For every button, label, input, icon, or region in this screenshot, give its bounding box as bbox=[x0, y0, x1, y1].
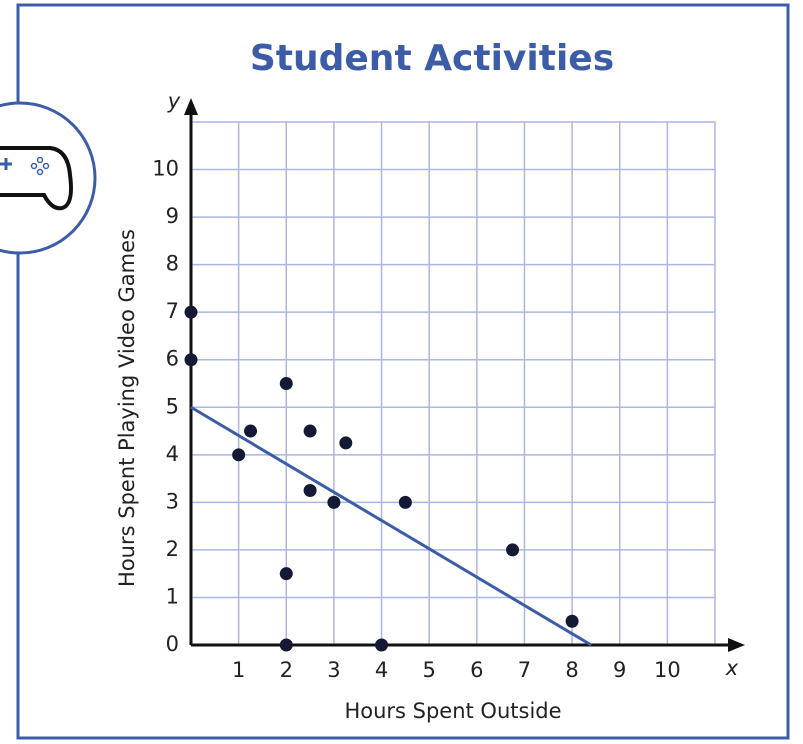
y-tick-label: 3 bbox=[166, 489, 179, 513]
point bbox=[244, 424, 258, 438]
y-tick-label: 1 bbox=[166, 584, 179, 608]
point bbox=[279, 377, 293, 390]
y-axis-label: Hours Spent Playing Video Games bbox=[115, 229, 139, 587]
point bbox=[279, 567, 293, 581]
point bbox=[398, 495, 412, 509]
y-tick-label: 9 bbox=[166, 204, 179, 228]
y-tick-label: 0 bbox=[166, 632, 179, 656]
point bbox=[279, 638, 293, 652]
y-tick-label: 8 bbox=[166, 252, 179, 276]
point bbox=[339, 436, 353, 450]
x-tick-label: 1 bbox=[232, 658, 245, 682]
x-axis-label: Hours Spent Outside bbox=[344, 699, 561, 723]
point bbox=[327, 495, 341, 509]
chart-title: Student Activities bbox=[250, 38, 614, 79]
y-tick-label: 2 bbox=[166, 537, 179, 561]
x-tick-label: 5 bbox=[422, 658, 435, 682]
x-arrow bbox=[728, 638, 745, 652]
point bbox=[506, 543, 520, 557]
point bbox=[232, 448, 246, 462]
x-tick-label: 10 bbox=[654, 658, 681, 682]
x-tick-label: 8 bbox=[565, 658, 578, 682]
point bbox=[565, 614, 579, 628]
controller-icon bbox=[0, 101, 97, 255]
y-axis-letter: y bbox=[167, 89, 181, 113]
y-arrow bbox=[184, 98, 198, 115]
x-tick-label: 9 bbox=[613, 658, 626, 682]
x-tick-label: 3 bbox=[327, 658, 340, 682]
x-tick-label: 4 bbox=[375, 658, 388, 682]
point bbox=[303, 424, 317, 438]
y-tick-label: 7 bbox=[166, 299, 179, 323]
x-axis-letter: x bbox=[725, 656, 739, 680]
x-tick-label: 7 bbox=[518, 658, 531, 682]
point bbox=[184, 305, 198, 319]
x-tick-label: 6 bbox=[470, 658, 483, 682]
plot-frame bbox=[190, 121, 716, 646]
y-tick-label: 6 bbox=[166, 347, 179, 371]
trend-line bbox=[190, 405, 592, 647]
y-tick-label: 5 bbox=[166, 394, 179, 418]
point bbox=[375, 638, 389, 652]
x-tick-label: 2 bbox=[280, 658, 293, 682]
point bbox=[184, 353, 198, 367]
y-tick-label: 4 bbox=[166, 442, 179, 466]
frame bbox=[16, 3, 790, 740]
y-tick-label: 10 bbox=[152, 157, 179, 181]
point bbox=[303, 483, 317, 497]
